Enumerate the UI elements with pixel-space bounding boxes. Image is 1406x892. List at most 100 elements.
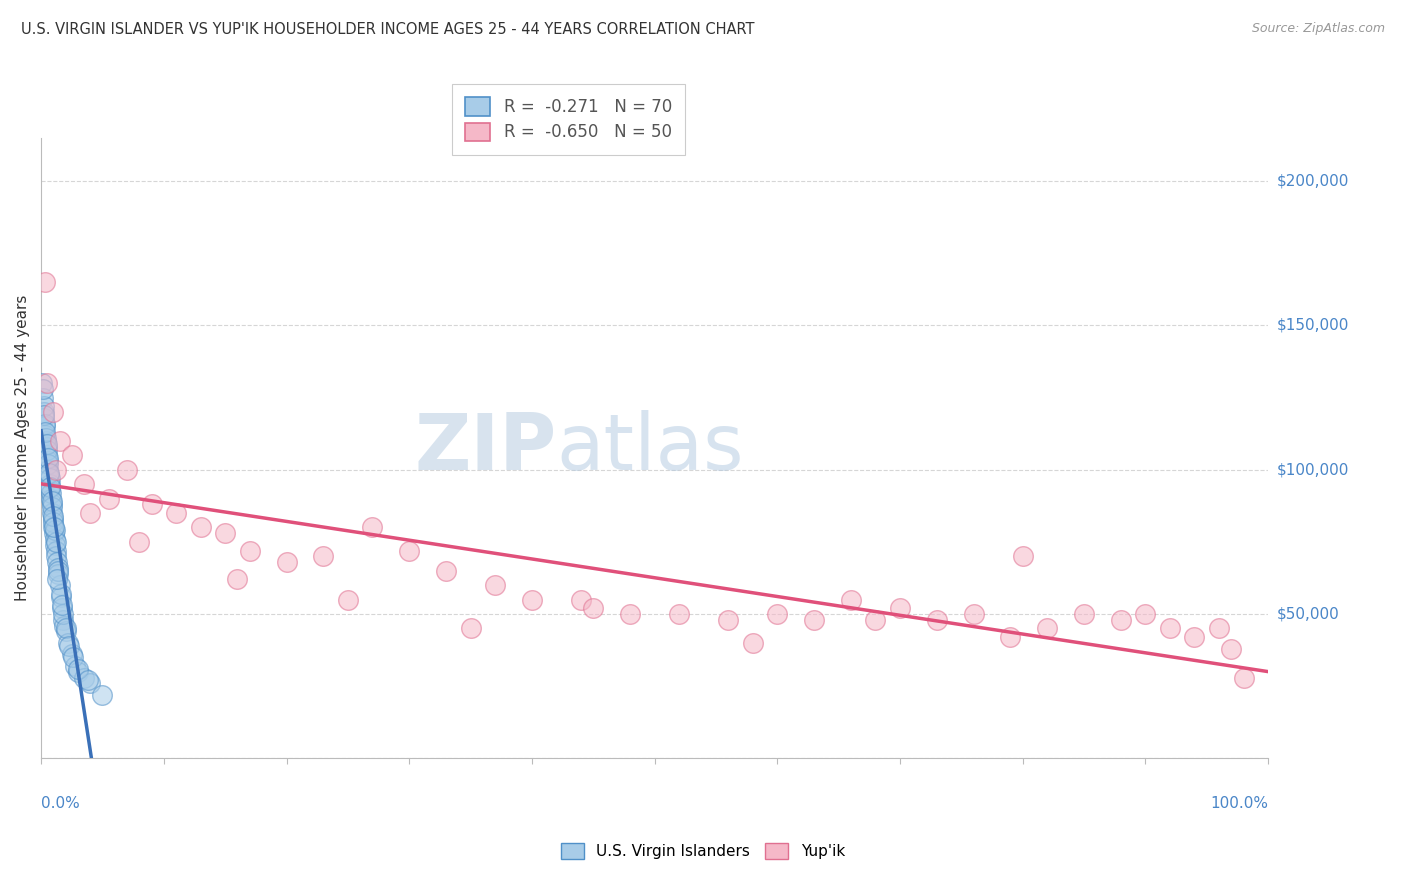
Point (1208, 622, 1230, 636)
Point (766, 607, 789, 621)
Text: $150,000: $150,000 (1277, 318, 1348, 333)
Point (46, 555, 69, 569)
Point (45, 534, 67, 549)
Point (128, 534, 150, 549)
Point (336, 592, 359, 607)
Point (582, 601, 605, 615)
Point (66, 662, 89, 676)
Point (37, 448, 59, 462)
Point (56, 636, 79, 650)
Point (45, 463, 67, 477)
Point (35, 431, 58, 445)
Point (1000, 630, 1022, 644)
Point (79, 506, 101, 520)
Point (37, 454, 59, 468)
Point (312, 549, 335, 564)
Point (38, 468, 60, 483)
Point (34, 425, 56, 440)
Point (717, 613, 740, 627)
Point (1159, 622, 1181, 636)
Point (1135, 607, 1157, 621)
Point (66, 665, 89, 679)
Point (484, 578, 506, 592)
Point (51, 599, 73, 613)
Point (58, 639, 80, 653)
Point (32, 391, 55, 405)
Point (60, 448, 83, 462)
Y-axis label: Householder Income Ages 25 - 44 years: Householder Income Ages 25 - 44 years (15, 295, 30, 601)
Text: U.S. VIRGIN ISLANDER VS YUP'IK HOUSEHOLDER INCOME AGES 25 - 44 YEARS CORRELATION: U.S. VIRGIN ISLANDER VS YUP'IK HOUSEHOLD… (21, 22, 755, 37)
Point (41, 497, 63, 511)
Point (31, 376, 53, 391)
Point (35, 436, 58, 450)
Point (42, 515, 65, 529)
Point (925, 613, 948, 627)
Point (1220, 641, 1243, 656)
Point (962, 607, 984, 621)
Point (41, 494, 63, 508)
Point (73, 671, 96, 685)
Point (520, 592, 543, 607)
Point (398, 543, 420, 558)
Point (839, 592, 862, 607)
Point (190, 520, 212, 534)
Point (39, 483, 62, 497)
Text: ZIP: ZIP (415, 410, 557, 486)
Point (1232, 671, 1254, 685)
Text: Source: ZipAtlas.com: Source: ZipAtlas.com (1251, 22, 1385, 36)
Point (37, 442, 59, 457)
Point (165, 506, 187, 520)
Text: $50,000: $50,000 (1277, 607, 1339, 622)
Point (51, 601, 73, 615)
Point (141, 497, 163, 511)
Point (37, 463, 59, 477)
Point (32, 408, 55, 422)
Point (38, 477, 60, 491)
Point (46, 573, 69, 587)
Point (45, 543, 67, 558)
Point (226, 573, 249, 587)
Point (46, 566, 69, 581)
Point (65, 659, 87, 673)
Point (38, 471, 60, 485)
Point (32, 405, 55, 419)
Point (49, 590, 72, 604)
Point (39, 480, 62, 494)
Point (741, 636, 763, 650)
Point (37, 376, 59, 391)
Point (34, 428, 56, 442)
Point (42, 526, 65, 541)
Point (34, 419, 56, 434)
Point (62, 650, 84, 665)
Point (52, 613, 75, 627)
Point (46, 561, 69, 575)
Point (619, 607, 641, 621)
Text: $200,000: $200,000 (1277, 174, 1348, 188)
Point (97, 491, 120, 506)
Point (1109, 613, 1132, 627)
Point (460, 622, 482, 636)
Point (434, 564, 457, 578)
Text: 0.0%: 0.0% (41, 796, 80, 811)
Point (32, 399, 55, 413)
Point (44, 532, 66, 546)
Text: $100,000: $100,000 (1277, 462, 1348, 477)
Legend: U.S. Virgin Islanders, Yup'ik: U.S. Virgin Islanders, Yup'ik (554, 835, 852, 866)
Point (889, 601, 911, 615)
Legend: R =  -0.271   N = 70, R =  -0.650   N = 50: R = -0.271 N = 70, R = -0.650 N = 50 (453, 84, 685, 154)
Text: atlas: atlas (557, 410, 744, 486)
Point (37, 457, 59, 471)
Point (1036, 622, 1059, 636)
Point (44, 524, 66, 538)
Point (55, 622, 77, 636)
Point (39, 485, 62, 500)
Point (239, 543, 262, 558)
Point (42, 508, 65, 523)
Point (35, 434, 58, 448)
Point (32, 410, 55, 425)
Point (45, 549, 67, 564)
Point (32, 382, 55, 396)
Point (34, 417, 56, 431)
Point (60, 648, 83, 662)
Point (115, 463, 138, 477)
